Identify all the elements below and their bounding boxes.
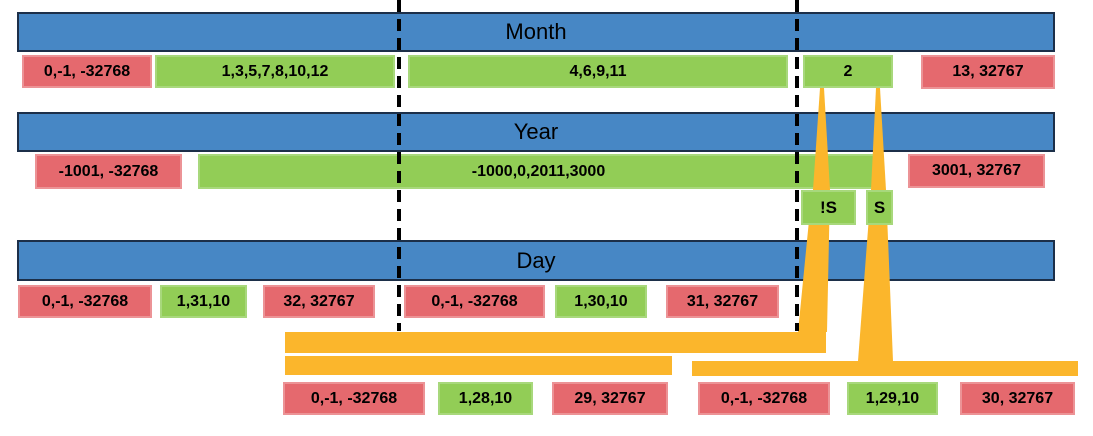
month-partition-30-day-months: 4,6,9,11 — [408, 55, 788, 88]
feb-nonleap-partition-valid: 1,28,10 — [438, 382, 533, 415]
year-non-leap-box: !S — [801, 190, 856, 225]
month-partition-31-day-months: 1,3,5,7,8,10,12 — [155, 55, 395, 88]
leap-funnel-bar — [692, 361, 1078, 376]
nonleap-funnel-bar-upper — [285, 332, 826, 353]
year-bar: Year — [17, 112, 1055, 152]
feb-leap-partition-valid: 1,29,10 — [847, 382, 938, 415]
day31-partition-valid: 1,31,10 — [160, 285, 247, 318]
day30-partition-invalid-high: 31, 32767 — [666, 285, 779, 318]
day30-partition-valid: 1,30,10 — [555, 285, 647, 318]
day30-partition-invalid-low: 0,-1, -32768 — [404, 285, 545, 318]
year-partition-valid: -1000,0,2011,3000 — [198, 154, 879, 189]
month-partition-invalid-low: 0,-1, -32768 — [22, 55, 152, 88]
month-partition-february: 2 — [803, 55, 893, 88]
day31-partition-invalid-low: 0,-1, -32768 — [18, 285, 152, 318]
feb-nonleap-partition-invalid-high: 29, 32767 — [552, 382, 668, 415]
feb-leap-partition-invalid-high: 30, 32767 — [960, 382, 1075, 415]
day-bar: Day — [17, 240, 1055, 281]
month-bar: Month — [17, 12, 1055, 52]
feb-leap-partition-invalid-low: 0,-1, -32768 — [698, 382, 830, 415]
feb-nonleap-partition-invalid-low: 0,-1, -32768 — [283, 382, 425, 415]
year-partition-invalid-low: -1001, -32768 — [35, 154, 182, 189]
year-leap-box: S — [866, 190, 893, 225]
nonleap-funnel-bar-lower — [285, 356, 672, 375]
year-partition-invalid-high: 3001, 32767 — [908, 154, 1045, 188]
day31-partition-invalid-high: 32, 32767 — [263, 285, 375, 318]
month-partition-invalid-high: 13, 32767 — [921, 55, 1055, 89]
